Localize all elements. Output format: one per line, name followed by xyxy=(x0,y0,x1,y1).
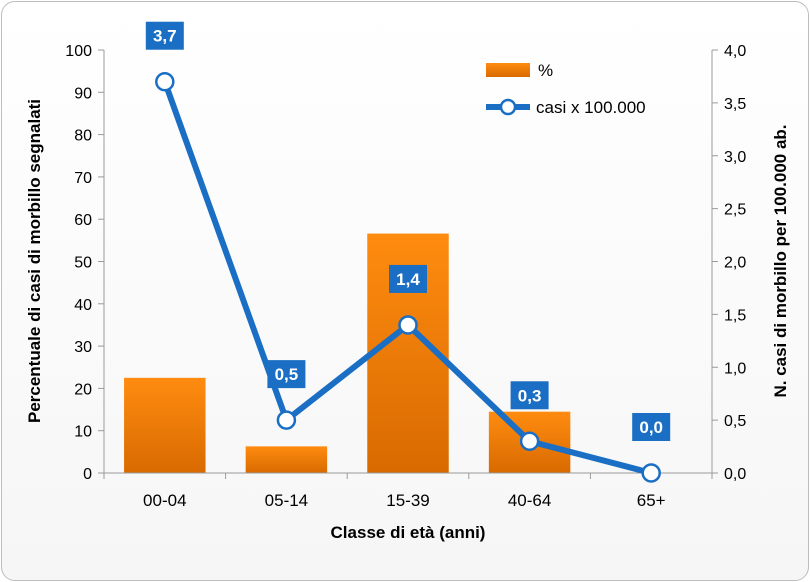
legend-bar-swatch xyxy=(486,63,530,77)
bar-00-04 xyxy=(124,377,206,473)
data-label-40-64: 0,3 xyxy=(510,381,549,410)
x-axis-title: Classe di età (anni) xyxy=(331,523,486,542)
line-series xyxy=(155,71,661,483)
right-tick-label: 1,5 xyxy=(724,307,746,324)
data-label-text: 3,7 xyxy=(153,27,177,46)
data-label-box xyxy=(267,360,306,389)
data-label-text: 1,4 xyxy=(396,270,420,289)
x-axis-ticks: 00-04 05-14 15-39 40-64 65+ xyxy=(103,473,713,510)
right-tick-label: 2,0 xyxy=(724,255,746,272)
left-tick-label: 30 xyxy=(74,339,92,356)
line-point-65+ xyxy=(641,463,661,483)
data-label-00-04: 3,7 xyxy=(145,21,184,50)
right-tick-label: 4,0 xyxy=(724,43,746,60)
data-label-box xyxy=(632,413,671,441)
legend-line-label: casi x 100.000 xyxy=(536,98,646,117)
data-label-box xyxy=(510,381,549,410)
left-axis-title: Percentuale di casi di morbillo segnalat… xyxy=(25,99,44,423)
line-data-labels: 3,7 0,5 1,4 0,3 0,0 xyxy=(145,21,671,441)
data-label-box xyxy=(145,21,184,50)
data-label-65+: 0,0 xyxy=(632,413,671,441)
right-tick-label: 1,0 xyxy=(724,360,746,377)
x-tick-label: 05-14 xyxy=(265,491,308,510)
line-point-05-14 xyxy=(276,410,297,430)
bar-05-14 xyxy=(245,446,328,473)
data-label-text: 0,5 xyxy=(275,365,299,384)
left-tick-label: 60 xyxy=(74,212,92,229)
left-tick-label: 50 xyxy=(74,255,92,272)
x-tick-label: 15-39 xyxy=(386,491,429,510)
line-point-15-39 xyxy=(398,315,418,335)
x-tick-label: 65+ xyxy=(637,491,666,510)
data-label-05-14: 0,5 xyxy=(267,360,306,389)
data-label-15-39: 1,4 xyxy=(389,264,427,293)
right-tick-label: 3,5 xyxy=(724,96,746,113)
left-axis-ticks: 0 10 20 30 40 50 60 70 80 90 100 xyxy=(65,43,104,483)
left-tick-label: 40 xyxy=(74,297,92,314)
left-tick-label: 0 xyxy=(83,466,92,483)
legend-bar-label: % xyxy=(538,61,553,80)
bar-series xyxy=(124,233,571,473)
line-point-40-64 xyxy=(519,431,540,452)
x-tick-label: 00-04 xyxy=(143,491,186,510)
right-tick-label: 0,5 xyxy=(724,413,746,430)
legend-line-marker xyxy=(499,98,517,116)
right-tick-label: 0,0 xyxy=(724,466,746,483)
left-tick-label: 10 xyxy=(74,424,92,441)
right-tick-label: 3,0 xyxy=(724,149,746,166)
data-label-text: 0,3 xyxy=(518,386,542,405)
left-tick-label: 90 xyxy=(74,85,92,102)
right-axis-title: N. casi di morbillo per 100.000 ab. xyxy=(771,124,790,397)
left-tick-label: 100 xyxy=(65,43,92,60)
left-tick-label: 20 xyxy=(74,381,92,398)
legend: % casi x 100.000 xyxy=(486,61,646,117)
left-tick-label: 70 xyxy=(74,170,92,187)
line-point-00-04 xyxy=(155,71,175,92)
data-label-box xyxy=(389,264,427,293)
right-axis-ticks: 0,0 0,5 1,0 1,5 2,0 2,5 3,0 3,5 4,0 xyxy=(712,43,746,483)
x-tick-label: 40-64 xyxy=(508,491,551,510)
right-tick-label: 2,5 xyxy=(724,202,746,219)
data-label-text: 0,0 xyxy=(639,418,663,437)
left-tick-label: 80 xyxy=(74,128,92,145)
